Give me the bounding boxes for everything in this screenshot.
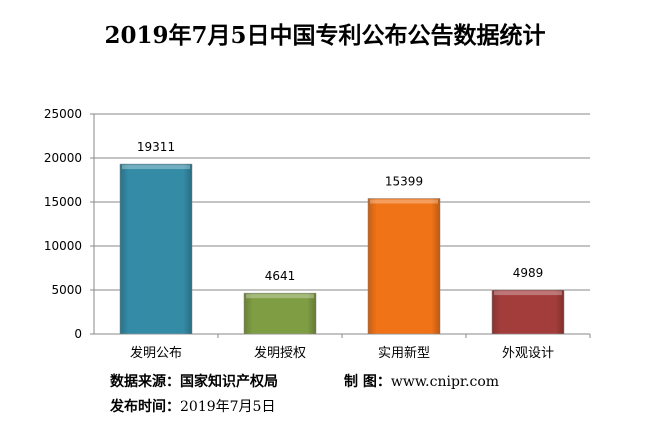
y-tick-label: 5000 xyxy=(51,283,82,297)
chart-title: 2019年7月5日中国专利公布公告数据统计 xyxy=(104,22,545,49)
bar-highlight xyxy=(370,199,438,203)
bar-shade xyxy=(120,164,192,334)
x-tick-label: 外观设计 xyxy=(502,346,554,361)
data-label: 4989 xyxy=(513,266,544,280)
date-note: 发布时间：2019年7月5日 xyxy=(110,396,275,416)
date-label: 发布时间： xyxy=(110,399,180,415)
bar-shade xyxy=(368,198,440,334)
y-tick-label: 0 xyxy=(74,327,82,341)
maker-value: www.cnipr.com xyxy=(391,374,499,390)
date-value: 2019年7月5日 xyxy=(180,399,275,415)
bar-highlight xyxy=(246,294,314,298)
bar-shade xyxy=(244,293,316,334)
y-tick-label: 25000 xyxy=(44,107,82,121)
y-tick-label: 10000 xyxy=(44,239,82,253)
y-tick-label: 20000 xyxy=(44,151,82,165)
maker-note: 制 图：www.cnipr.com xyxy=(344,371,499,391)
bar-highlight xyxy=(122,165,190,169)
source-label: 数据来源： xyxy=(110,374,180,390)
chart-container: 2019年7月5日中国专利公布公告数据统计 0 5000 10000 15000 200… xyxy=(0,0,650,434)
y-tick-label: 15000 xyxy=(44,195,82,209)
x-tick-label: 发明公布 xyxy=(130,345,182,361)
x-tick-label: 实用新型 xyxy=(378,345,430,361)
data-label: 4641 xyxy=(265,269,296,283)
x-tick-label: 发明授权 xyxy=(254,345,306,361)
source-note: 数据来源：国家知识产权局 xyxy=(110,371,278,391)
bar-highlight xyxy=(494,291,562,295)
data-label: 15399 xyxy=(385,174,423,188)
source-value: 国家知识产权局 xyxy=(180,374,278,390)
data-label: 19311 xyxy=(137,140,175,154)
bar-shade xyxy=(492,290,564,334)
bar-chart: 2019年7月5日中国专利公布公告数据统计 0 5000 10000 15000 200… xyxy=(0,0,650,434)
maker-label: 制 图： xyxy=(344,374,391,390)
